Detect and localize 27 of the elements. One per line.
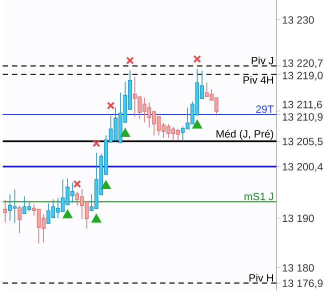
point (101, 180, 111, 190)
point (126, 56, 134, 65)
ref-line-label: mS1 J (244, 192, 274, 200)
ref-line-label: Piv 4H (244, 76, 273, 84)
y-tick-label: 13 190 (282, 214, 314, 222)
point (73, 180, 82, 188)
y-tick-label: 13 176,9 (282, 280, 323, 288)
point (120, 128, 130, 138)
candlestick (18, 206, 22, 234)
ref-line-label: 29T (256, 106, 274, 114)
y-tick-label: 13 210,9 (282, 113, 323, 122)
y-tick-label: 13 205,5 (282, 138, 323, 147)
y-tick-label: 13 219,0 (282, 72, 323, 81)
point (106, 102, 115, 110)
point (92, 214, 101, 223)
candlestick (3, 200, 8, 224)
y-tick-label: 13 230 (282, 16, 314, 24)
point (193, 55, 202, 64)
ref-line-label: Piv J (252, 56, 274, 65)
y-tick-label: 13 180 (282, 264, 314, 272)
ref-line-label: Méd (J, Pré) (216, 130, 274, 140)
point (92, 140, 100, 148)
y-tick-label: 13 220,7 (282, 60, 323, 68)
y-tick-label: 13 200,4 (282, 163, 323, 172)
point (62, 210, 72, 218)
ref-line-label: Piv H (249, 274, 273, 282)
y-tick-label: 13 211,6 (282, 101, 322, 110)
